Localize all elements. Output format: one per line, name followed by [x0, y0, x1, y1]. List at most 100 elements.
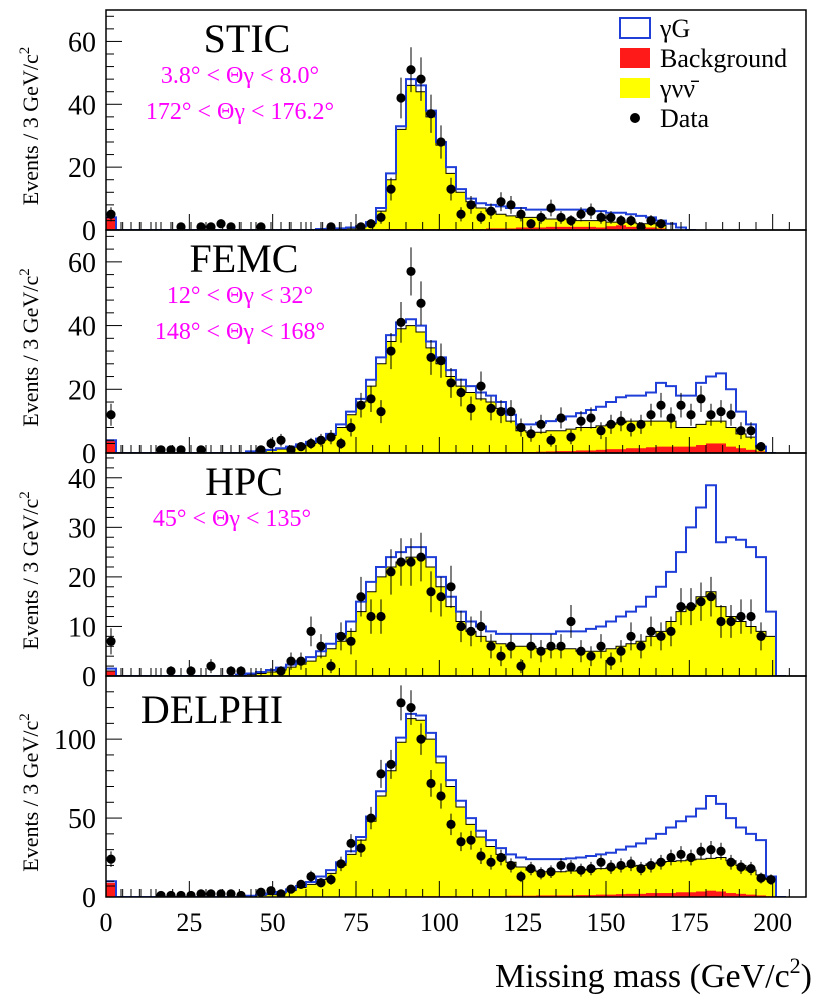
data-point [526, 863, 536, 874]
gnn-bar [356, 402, 366, 453]
gnn-bar [416, 720, 426, 897]
data-point [436, 356, 446, 366]
background-bar [626, 448, 636, 453]
x-tick-label: 175 [670, 908, 709, 937]
data-point [416, 298, 426, 308]
gnn-bar [746, 870, 756, 897]
data-point [556, 860, 566, 871]
gnn-bar [336, 865, 346, 897]
data-point [326, 432, 336, 442]
x-axis-label-sup: 2 [790, 953, 801, 978]
data-point [716, 616, 726, 627]
gnn-bar [276, 449, 286, 453]
data-point [396, 698, 406, 708]
data-point [656, 631, 666, 641]
gnn-bar [676, 427, 686, 453]
data-point [386, 184, 396, 194]
data-point [616, 215, 626, 226]
y-axis-label: Events / 3 GeV/c2 [17, 268, 43, 426]
data-point [296, 879, 306, 889]
data-point [176, 222, 186, 230]
background-bar [656, 228, 666, 230]
data-point [486, 206, 496, 216]
data-point [636, 419, 646, 429]
gnn-bar [436, 586, 446, 676]
gnn-bar [766, 636, 776, 676]
data-point [446, 582, 456, 592]
background-bar [606, 449, 616, 453]
data-point [546, 641, 556, 651]
data-point [696, 846, 706, 856]
gnn-bar [486, 641, 496, 676]
angle-cut-label: 12° < Θγ < 32° [167, 283, 313, 309]
data-point [766, 875, 776, 885]
gnn-bar [386, 179, 396, 230]
data-point [316, 878, 326, 888]
gnn-bar [706, 591, 716, 676]
gnn-bar [286, 667, 296, 676]
data-point [606, 212, 616, 223]
data-point [686, 410, 696, 420]
data-point [506, 641, 516, 651]
data-point [156, 445, 166, 453]
gnn-bar [526, 870, 536, 897]
data-point [496, 651, 506, 661]
gnn-bar [736, 865, 746, 897]
data-point [366, 611, 376, 622]
signal-histogram [106, 712, 786, 897]
data-point [236, 666, 246, 676]
gnn-bar [406, 557, 416, 676]
data-point [456, 837, 466, 847]
gnn-bar [556, 871, 566, 897]
data-point [526, 219, 536, 229]
background-bar [726, 446, 736, 453]
y-tick-label: 30 [68, 513, 96, 544]
data-point [376, 406, 386, 417]
gnn-bar [266, 450, 276, 453]
data-point [736, 862, 746, 872]
data-point [516, 871, 526, 882]
data-point [676, 602, 686, 612]
data-point [486, 403, 496, 413]
gnn-bar [446, 786, 456, 897]
data-point [536, 868, 546, 878]
data-point [466, 835, 476, 845]
gnn-bar [576, 427, 586, 453]
angle-cut-label: 3.8° < Θγ < 8.0° [161, 63, 319, 89]
data-point [506, 860, 516, 871]
gnn-bar [666, 421, 676, 453]
x-axis-label-main: Missing mass (GeV/c [495, 958, 790, 995]
data-point [746, 863, 756, 874]
gnn-bar [626, 421, 636, 453]
background-bar [576, 226, 586, 230]
data-point [386, 759, 396, 770]
gnn-bar [456, 807, 466, 897]
data-point [416, 552, 426, 562]
data-point [526, 641, 536, 651]
gnn-bar [396, 129, 406, 230]
data-point [706, 410, 716, 420]
data-point [566, 616, 576, 627]
data-point [166, 666, 176, 676]
data-point [486, 857, 496, 867]
data-point [366, 813, 376, 823]
gnn-bar [476, 636, 486, 676]
gnn-bar [696, 596, 706, 676]
gnn-bar [566, 870, 576, 897]
data-point [596, 641, 606, 651]
data-point [206, 222, 216, 230]
data-point [576, 865, 586, 875]
background-bar [606, 894, 616, 897]
data-point [476, 212, 486, 223]
signal-histogram [106, 484, 786, 676]
panel-title: HPC [205, 459, 283, 504]
data-point [266, 886, 276, 896]
data-point [616, 646, 626, 656]
gnn-bar [416, 557, 426, 676]
gnn-bar [686, 606, 696, 676]
data-point [616, 416, 626, 426]
background-bar [576, 450, 586, 453]
background-bar [726, 893, 736, 897]
background-bar [596, 894, 606, 897]
data-point [566, 215, 576, 226]
